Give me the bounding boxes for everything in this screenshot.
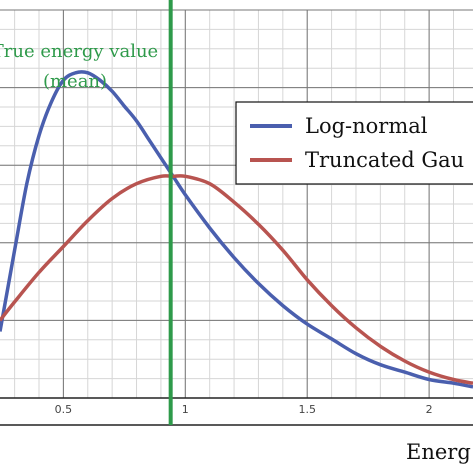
annotation-line1: True energy value xyxy=(0,41,158,62)
x-tick-label: 2 xyxy=(426,403,433,416)
legend: Log-normal Truncated Gau xyxy=(235,101,473,185)
series-lines xyxy=(0,70,473,389)
x-tick-label: 1.5 xyxy=(298,403,316,416)
x-tick-labels: 0.5 1 1.5 2 xyxy=(55,403,433,416)
legend-label-log-normal: Log-normal xyxy=(305,114,428,138)
x-tick-label: 1 xyxy=(182,403,189,416)
series-line-truncated-gau xyxy=(0,174,473,385)
legend-frame xyxy=(235,101,473,185)
legend-label-truncated-gaussian: Truncated Gau xyxy=(305,148,464,172)
annotation-line2: (mean) xyxy=(43,71,107,92)
x-tick-label: 0.5 xyxy=(55,403,73,416)
x-axis xyxy=(0,397,473,426)
series-line-log-normal xyxy=(0,70,473,389)
x-axis-label: Energ xyxy=(406,440,471,464)
